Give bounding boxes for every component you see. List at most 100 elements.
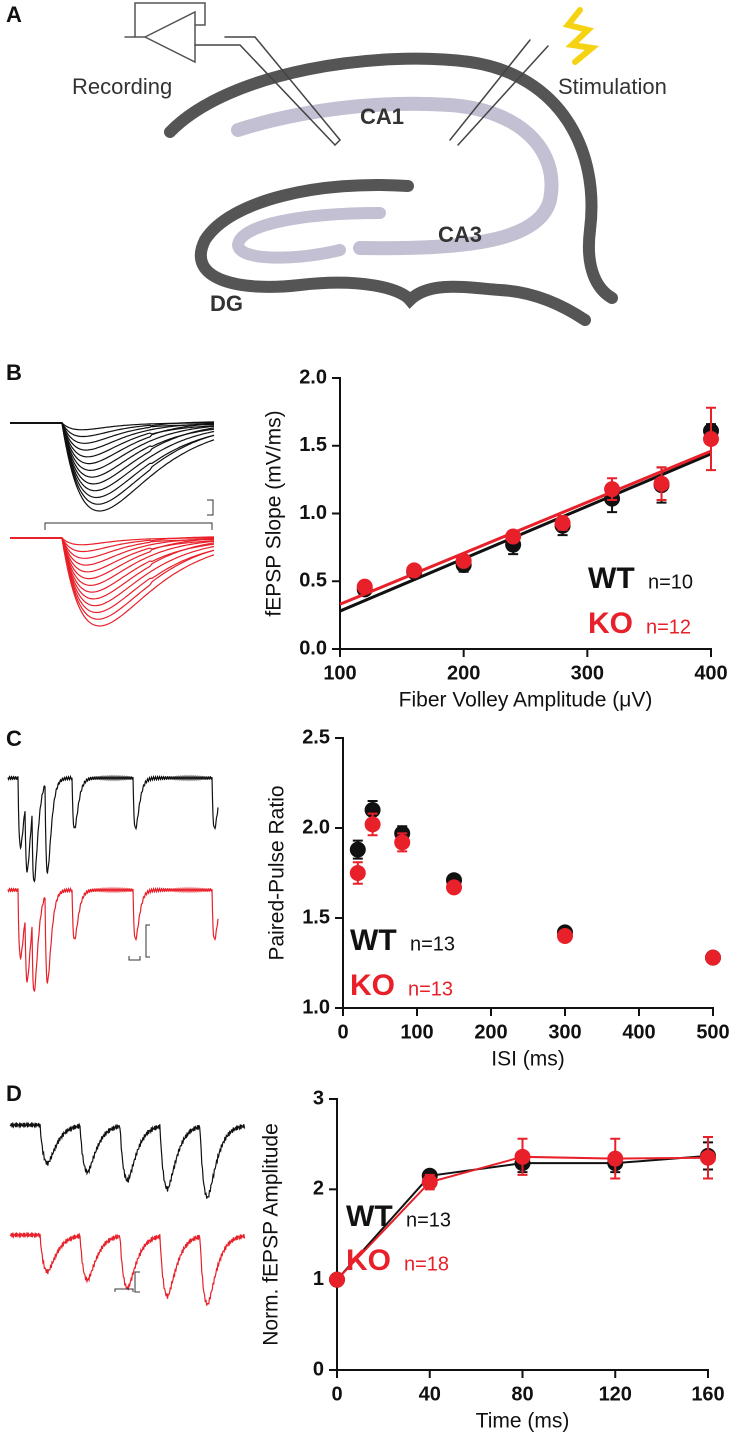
- point: [514, 1148, 531, 1165]
- y-tick-label: 1.0: [302, 996, 330, 1018]
- point: [505, 528, 522, 545]
- point: [653, 475, 670, 492]
- y-tick-label: 2.0: [299, 366, 327, 388]
- y-tick-label: 2.5: [302, 726, 330, 748]
- y-tick-label: 1.5: [299, 434, 327, 456]
- stim-electrode: [449, 39, 531, 141]
- chart: 0 1 2 3 0 40 80 120 160 Time (ms) Norm. fEPSP Ampl…: [260, 1087, 725, 1432]
- x-tick-label: 400: [622, 1021, 655, 1043]
- point: [329, 1271, 345, 1288]
- x-tick-label: 0: [337, 1021, 348, 1043]
- trace: [10, 537, 215, 614]
- x-axis-label: Fiber Volley Amplitude (μV): [399, 689, 653, 712]
- legend-n: n=13: [406, 1209, 451, 1231]
- x-tick-label: 100: [400, 1021, 433, 1043]
- fit-line: [339, 449, 712, 606]
- point: [703, 430, 719, 447]
- point: [607, 1150, 624, 1167]
- point: [394, 834, 411, 851]
- x-tick-label: 100: [323, 662, 356, 684]
- point: [406, 562, 423, 579]
- feedback-wire: [134, 2, 206, 38]
- legend-n: n=13: [410, 933, 455, 955]
- x-tick-label: 300: [571, 662, 604, 684]
- y-tick-label: 2: [313, 1178, 324, 1200]
- x-tick-label: 200: [474, 1021, 507, 1043]
- point: [446, 879, 462, 896]
- legend-n: n=12: [646, 616, 691, 638]
- dg-outline: [194, 178, 591, 326]
- scale-bar: [114, 1288, 134, 1292]
- trace: [7, 886, 219, 993]
- point: [421, 1174, 438, 1191]
- y-tick-label: 0.5: [299, 570, 327, 592]
- x-axis-label: ISI (ms): [491, 1048, 565, 1071]
- trace: [10, 422, 215, 499]
- legend-label: WT: [588, 562, 635, 595]
- point: [349, 841, 366, 858]
- y-tick-label: 1: [313, 1268, 324, 1290]
- recording-electrode: [194, 44, 336, 146]
- point: [705, 949, 721, 966]
- scale-bar: [145, 924, 150, 958]
- chart: 0.0 0.5 1.0 1.5 2.0 100 200 300 400 Fiber Volley …: [263, 366, 728, 711]
- stimulation-label: Stimulation: [558, 74, 667, 99]
- ca-layer: [231, 96, 559, 256]
- y-tick-label: 0: [313, 1358, 324, 1380]
- legend-label: KO: [350, 969, 395, 1002]
- dg-label: DG: [210, 291, 243, 316]
- chart: 1.0 1.5 2.0 2.5 0 100 200 300 400 500 ISI (ms) Pair…: [266, 726, 730, 1070]
- point: [554, 514, 571, 531]
- trace: [7, 774, 219, 883]
- legend-label: KO: [588, 607, 633, 640]
- legend-n: n=18: [404, 1253, 449, 1275]
- recording-electrode: [224, 36, 342, 146]
- y-tick-label: 3: [313, 1087, 324, 1109]
- trace: [10, 537, 215, 580]
- y-tick-label: 1.0: [299, 502, 327, 524]
- x-tick-label: 200: [447, 662, 480, 684]
- x-axis-label: Time (ms): [476, 1410, 570, 1433]
- trace: [10, 422, 215, 512]
- x-tick-label: 300: [548, 1021, 581, 1043]
- x-tick-label: 40: [419, 1383, 441, 1405]
- panel-label: D: [6, 1081, 22, 1106]
- point: [604, 481, 621, 498]
- scale-bar: [134, 1271, 140, 1293]
- legend-label: WT: [350, 924, 397, 957]
- point: [364, 816, 381, 833]
- x-tick-label: 400: [694, 662, 727, 684]
- recording-label: Recording: [72, 74, 172, 99]
- trace: [10, 537, 215, 627]
- y-axis-label: Norm. fEPSP Amplitude: [260, 1123, 283, 1346]
- y-tick-label: 2.0: [302, 816, 330, 838]
- panel-label: C: [6, 726, 22, 751]
- y-tick-label: 1.5: [302, 906, 330, 928]
- trace: [10, 422, 215, 492]
- scale-bar: [128, 956, 141, 961]
- y-axis-label: fEPSP Slope (mV/ms): [263, 410, 286, 616]
- lightning: [562, 7, 600, 65]
- y-axis-label: Paired-Pulse Ratio: [266, 785, 289, 960]
- y-tick-label: 0.0: [299, 637, 327, 659]
- scale-bar: [44, 522, 213, 530]
- x-tick-label: 500: [696, 1021, 729, 1043]
- trace: [10, 537, 215, 607]
- trace: [9, 1121, 246, 1199]
- stim-electrode: [457, 45, 549, 146]
- x-tick-label: 80: [511, 1383, 533, 1405]
- point: [455, 552, 472, 569]
- trace: [9, 1231, 246, 1306]
- panel-label: B: [6, 360, 22, 385]
- trace: [10, 422, 215, 465]
- panel-label: A: [6, 2, 22, 27]
- scale-bar: [207, 499, 214, 516]
- ca1-label: CA1: [360, 104, 404, 129]
- hippocampus-diagram: [124, 2, 618, 326]
- x-tick-label: 0: [331, 1383, 342, 1405]
- amplifier: [143, 10, 196, 64]
- legend-n: n=13: [408, 978, 453, 1000]
- ca3-label: CA3: [438, 222, 482, 247]
- x-tick-label: 160: [691, 1383, 724, 1405]
